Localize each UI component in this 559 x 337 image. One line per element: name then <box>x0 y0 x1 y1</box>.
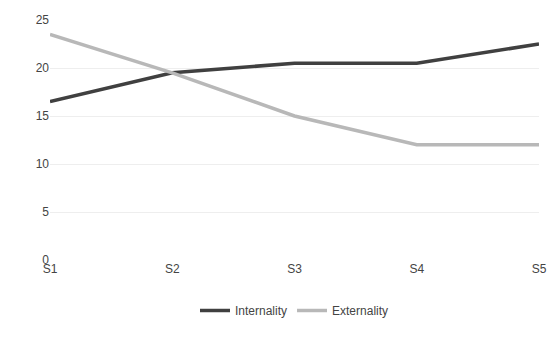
svg-text:S5: S5 <box>532 262 547 276</box>
svg-text:10: 10 <box>36 157 50 171</box>
svg-text:5: 5 <box>42 205 49 219</box>
svg-text:25: 25 <box>36 13 50 27</box>
svg-text:S1: S1 <box>43 262 58 276</box>
svg-text:15: 15 <box>36 109 50 123</box>
svg-text:S3: S3 <box>287 262 302 276</box>
svg-text:Internality: Internality <box>235 304 287 318</box>
svg-text:S4: S4 <box>409 262 424 276</box>
svg-text:S2: S2 <box>165 262 180 276</box>
svg-text:Externality: Externality <box>332 304 388 318</box>
svg-text:0: 0 <box>42 253 49 267</box>
svg-text:20: 20 <box>36 61 50 75</box>
